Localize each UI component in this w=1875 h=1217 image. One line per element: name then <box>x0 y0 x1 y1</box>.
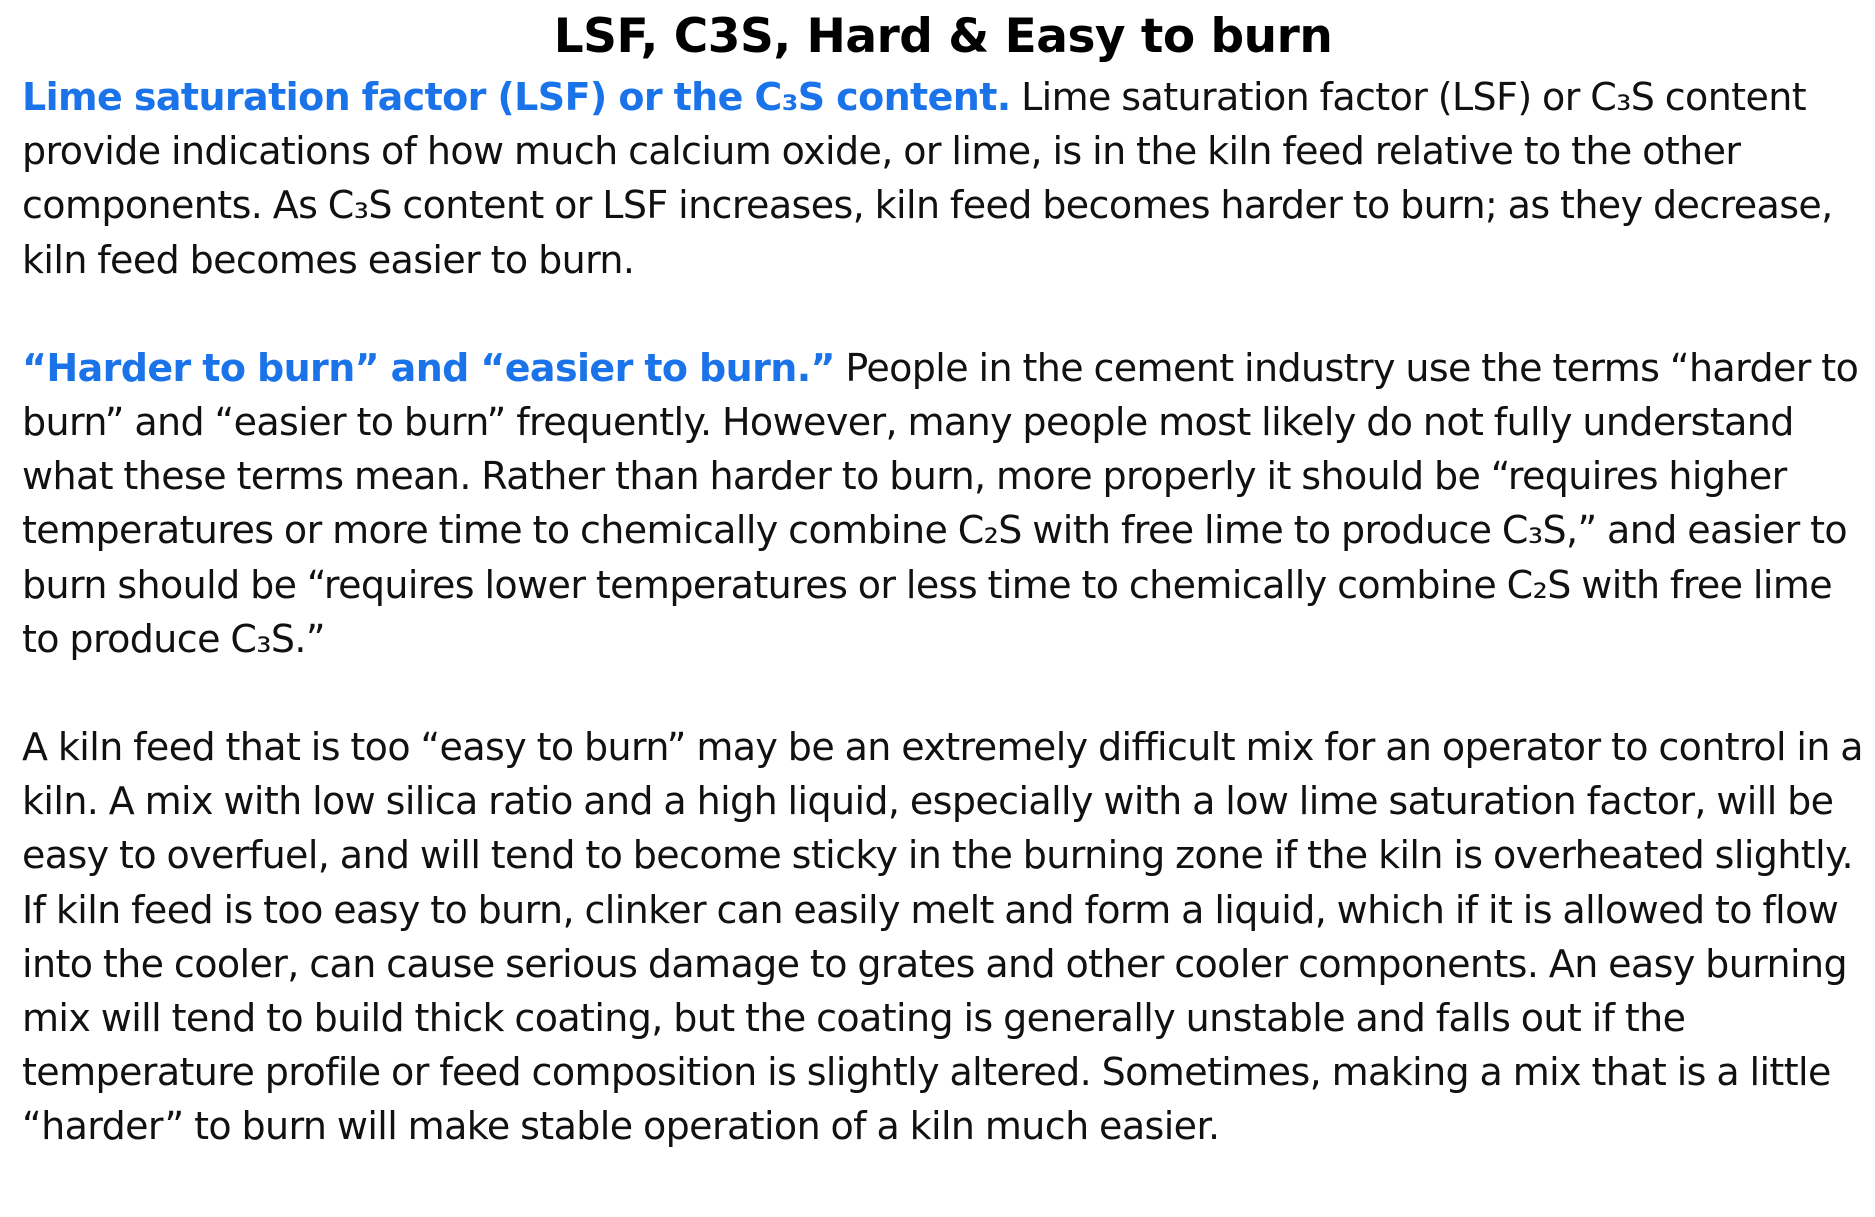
paragraph-body-lsf: Lime saturation factor (LSF) or C₃S cont… <box>22 75 1833 282</box>
paragraph-harder-easier: “Harder to burn” and “easier to burn.” P… <box>22 341 1864 666</box>
paragraph-body-easy-to-burn: A kiln feed that is too “easy to burn” m… <box>22 725 1864 1149</box>
document-page: LSF, C3S, Hard & Easy to burn Lime satur… <box>22 0 1864 1154</box>
paragraph-lead-harder-easier: “Harder to burn” and “easier to burn.” <box>22 345 836 390</box>
paragraph-lsf: Lime saturation factor (LSF) or the C₃S … <box>22 70 1864 287</box>
paragraph-lead-lsf: Lime saturation factor (LSF) or the C₃S … <box>22 75 1011 119</box>
document-title: LSF, C3S, Hard & Easy to burn <box>553 9 1333 64</box>
paragraph-body-harder-easier: People in the cement industry use the te… <box>22 345 1859 661</box>
paragraph-easy-to-burn: A kiln feed that is too “easy to burn” m… <box>22 720 1864 1154</box>
